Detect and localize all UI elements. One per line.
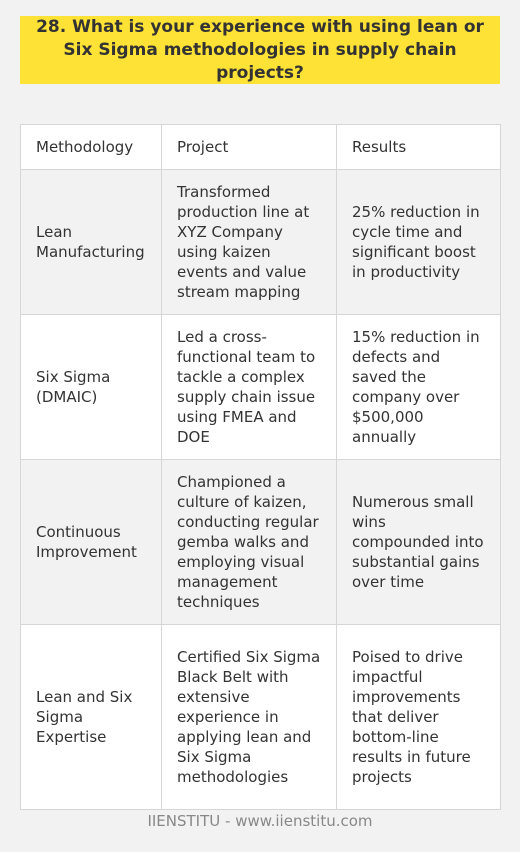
results-cell: 25% reduction in cycle time and signific… bbox=[336, 169, 501, 315]
results-cell: Numerous small wins compounded into subs… bbox=[336, 459, 501, 625]
table-row: Six Sigma (DMAIC) Led a cross-functional… bbox=[20, 314, 501, 460]
methodology-cell: Lean and Six Sigma Expertise bbox=[20, 624, 162, 810]
project-cell: Championed a culture of kaizen, conducti… bbox=[161, 459, 337, 625]
footer-credit: IIENSTITU - www.iienstitu.com bbox=[147, 812, 373, 830]
table-header-row: Methodology Project Results bbox=[20, 124, 501, 170]
results-cell: 15% reduction in defects and saved the c… bbox=[336, 314, 501, 460]
methodology-table: Methodology Project Results Lean Manufac… bbox=[20, 124, 501, 810]
results-cell: Poised to drive impactful improvements t… bbox=[336, 624, 501, 810]
table-row: Lean Manufacturing Transformed productio… bbox=[20, 169, 501, 315]
title-banner: 28. What is your experience with using l… bbox=[20, 16, 500, 84]
table-row: Continuous Improvement Championed a cult… bbox=[20, 459, 501, 625]
column-header-results: Results bbox=[336, 124, 501, 170]
page-title: 28. What is your experience with using l… bbox=[36, 16, 484, 83]
table-row: Lean and Six Sigma Expertise Certified S… bbox=[20, 624, 501, 810]
methodology-cell: Six Sigma (DMAIC) bbox=[20, 314, 162, 460]
column-header-methodology: Methodology bbox=[20, 124, 162, 170]
project-cell: Transformed production line at XYZ Compa… bbox=[161, 169, 337, 315]
project-cell: Certified Six Sigma Black Belt with exte… bbox=[161, 624, 337, 810]
project-cell: Led a cross-functional team to tackle a … bbox=[161, 314, 337, 460]
column-header-project: Project bbox=[161, 124, 337, 170]
methodology-cell: Lean Manufacturing bbox=[20, 169, 162, 315]
methodology-cell: Continuous Improvement bbox=[20, 459, 162, 625]
